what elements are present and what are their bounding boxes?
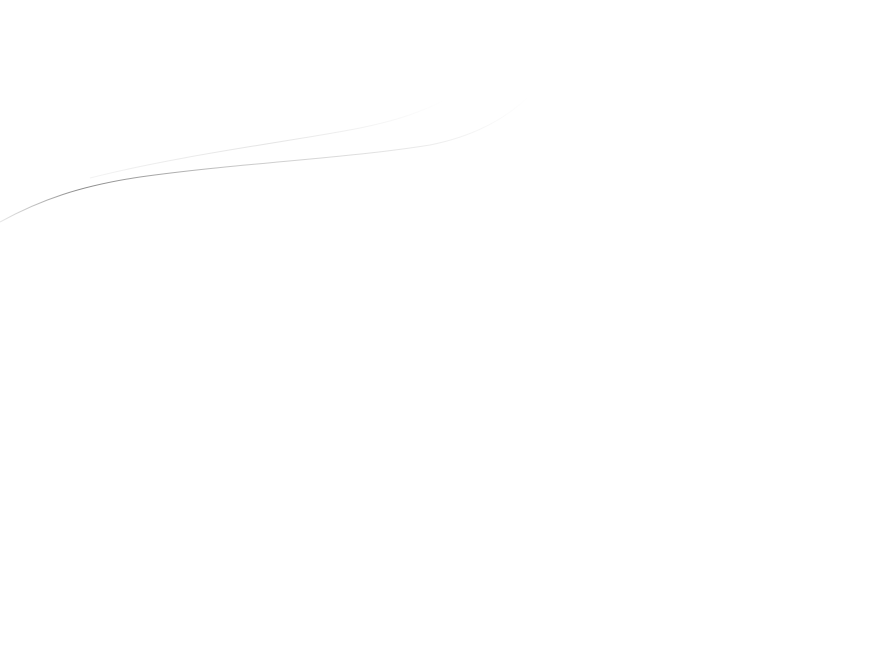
upper-curve [89,99,446,179]
lower-curve [0,94,531,223]
